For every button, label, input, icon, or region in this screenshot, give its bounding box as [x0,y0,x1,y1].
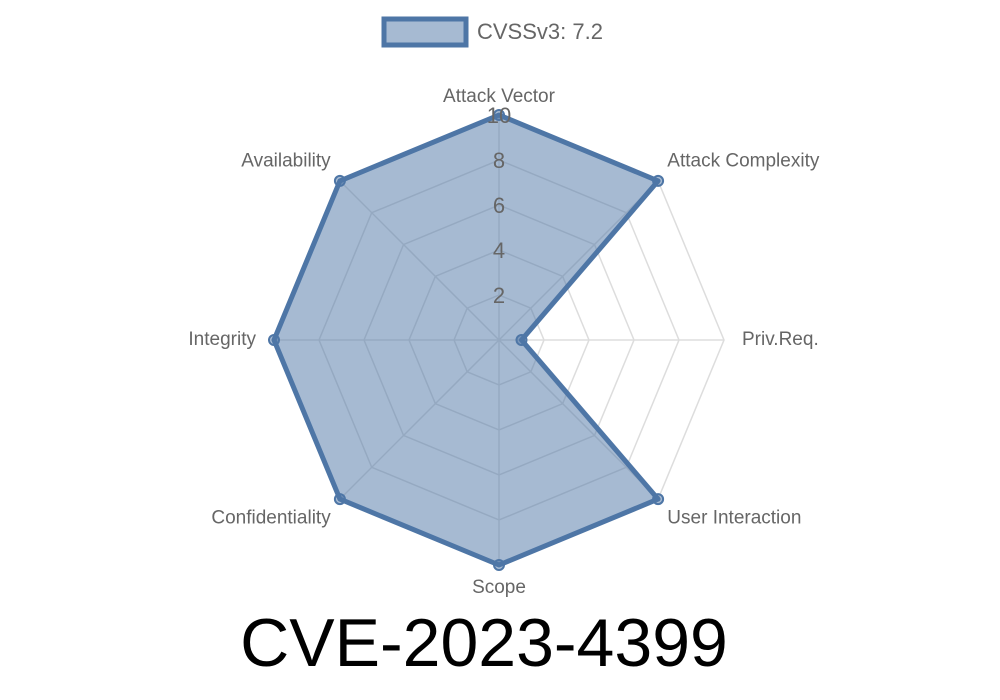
radar-point [652,174,665,187]
tick-label: 4 [493,238,505,263]
radar-point [493,109,505,121]
chart-title: CVE-2023-4399 [240,605,728,681]
axis-label: Integrity [188,329,256,350]
tick-label: 10 [487,103,511,128]
axis-label: Confidentiality [211,507,331,528]
radar-point [333,174,346,187]
radar-point [268,334,280,346]
axis-label: Attack Complexity [667,151,820,172]
axis-label: Availability [241,151,331,172]
tick-label: 2 [493,283,505,308]
tick-label: 8 [493,148,505,173]
radar-point [652,493,665,506]
axis-label: User Interaction [667,507,801,528]
radar-point [515,334,528,346]
radar-point [493,559,505,571]
legend-swatch [381,16,469,48]
axis-label: Scope [472,577,526,598]
tick-label: 6 [493,193,505,218]
legend-label: CVSSv3: 7.2 [477,19,603,44]
axis-label: Priv.Req. [742,329,819,350]
axis-label: Attack Vector [443,86,556,107]
radar-point [333,493,346,506]
